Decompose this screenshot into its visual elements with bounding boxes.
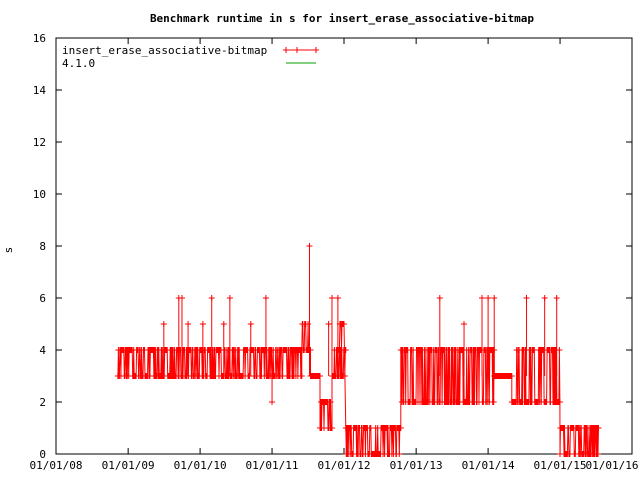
y-tick-label: 16	[33, 32, 46, 45]
x-tick-label: 01/01/08	[30, 459, 83, 472]
y-tick-label: 8	[39, 240, 46, 253]
y-tick-label: 0	[39, 448, 46, 461]
series-layer	[114, 243, 602, 457]
y-tick-label: 2	[39, 396, 46, 409]
x-tick-label: 01/01/14	[462, 459, 515, 472]
legend-label: 4.1.0	[62, 57, 95, 70]
x-tick-label: 01/01/10	[174, 459, 227, 472]
axes: 0 2 4 6 8 10 12 14 16 01/01/08 01/01/09 01/01/10 01/…	[30, 32, 639, 472]
legend-label: insert_erase_associative-bitmap	[62, 44, 267, 57]
y-tick-label: 10	[33, 188, 46, 201]
y-tick-label: 6	[39, 292, 46, 305]
x-tick-label: 01/01/16	[586, 459, 639, 472]
plot-frame	[55, 37, 633, 455]
y-tick-label: 12	[33, 136, 46, 149]
legend-marker	[283, 47, 319, 53]
y-axis-label: s	[2, 247, 15, 254]
x-tick-label: 01/01/13	[390, 459, 443, 472]
x-tick-label: 01/01/12	[318, 459, 371, 472]
y-tick-label: 4	[39, 344, 46, 357]
x-tick-label: 01/01/15	[534, 459, 587, 472]
series-insert-erase-associative-bitmap	[114, 243, 602, 457]
series-markers	[114, 243, 602, 457]
y-tick-label: 14	[33, 84, 47, 97]
chart-title: Benchmark runtime in s for insert_erase_…	[150, 12, 534, 25]
x-tick-label: 01/01/09	[102, 459, 155, 472]
x-tick-label: 01/01/11	[246, 459, 299, 472]
